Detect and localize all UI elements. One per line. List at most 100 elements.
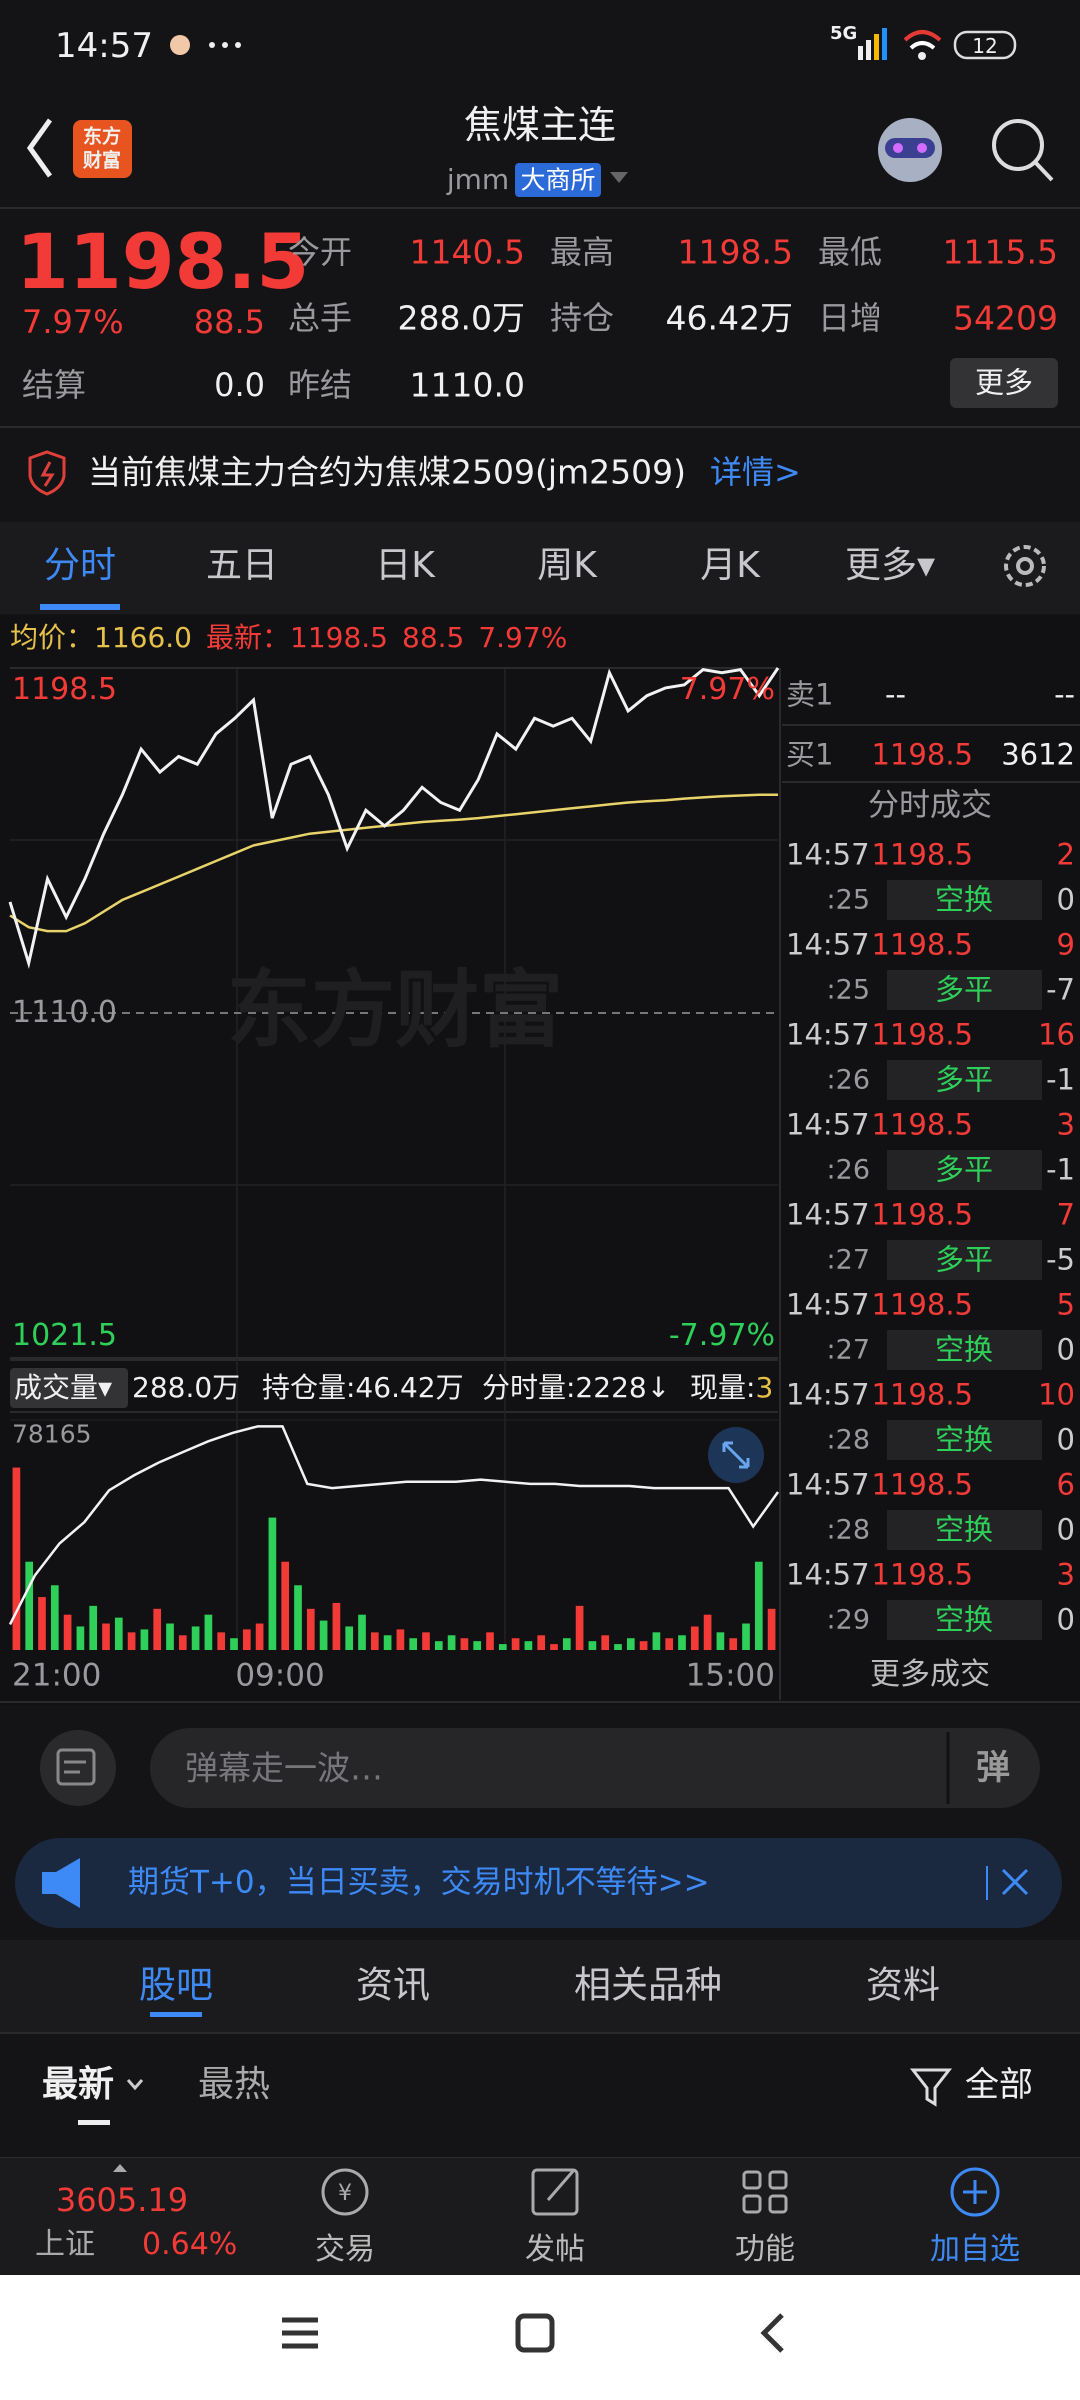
trade-volume: 7 [1056,1197,1075,1232]
ad-close[interactable] [1001,1868,1029,1896]
exchange-dropdown[interactable] [610,172,628,183]
chart-header-text: 1198.5 [290,621,388,654]
volume-bar [601,1635,610,1650]
trade-kind: 空换 [934,1332,994,1367]
feed-tab[interactable]: 最热 [198,2064,271,2105]
filter-icon[interactable] [909,2068,953,2107]
chart-header-text: 88.5 [402,621,465,654]
volume-selector[interactable]: 成交量▾ [14,1371,113,1404]
logo-bg [73,120,132,178]
trade-kind: 多平 [934,1062,994,1097]
trade-price: 1198.5 [871,1287,973,1322]
volume-bar [562,1638,571,1650]
notice-icon [28,450,66,496]
trade-kind-bg [887,1060,1042,1100]
ad-text[interactable]: 期货T+0，当日买卖，交易时机不等待>> [128,1864,710,1901]
volume-bar [447,1635,456,1650]
book-label: 卖1 [786,677,834,712]
volume-bar [12,1467,21,1650]
status-icons [170,28,1017,60]
comment-input[interactable]: 弹幕走一波… [185,1748,383,1788]
volume-bar [332,1602,341,1650]
feed-tab[interactable]: 最新 [42,2064,115,2105]
volume-bar [486,1632,494,1650]
trade-second: :25 [826,974,870,1006]
trade-time: 14:57 [786,1107,870,1142]
volume-bar [434,1641,443,1650]
volume-bar [742,1623,750,1650]
nav-icons: ¥ [321,2167,1000,2217]
volume-bar [409,1638,418,1650]
volume-bar [588,1641,597,1650]
bottom-nav-bg [0,2157,1080,2276]
volume-bar [255,1623,264,1650]
trade-kind-bg [887,970,1042,1010]
trade-time: 14:57 [786,1467,870,1502]
field-value: 1198.5 [677,232,793,272]
more-trades[interactable]: 更多成交 [870,1657,990,1692]
period-tab[interactable]: 日K [375,545,435,586]
tick-volume: 分时量:2228↓ [482,1371,671,1404]
ad-banner-bg[interactable] [15,1838,1062,1928]
volume-bar [114,1617,123,1650]
expand-icon[interactable] [708,1427,764,1483]
section-tab[interactable]: 相关品种 [574,1963,722,2007]
trade-volume: 5 [1056,1287,1075,1322]
exchange-badge[interactable]: 大商所 [520,165,596,195]
system-nav[interactable] [282,2313,784,2353]
trade-oi-change: 0 [1056,1512,1075,1547]
status-battery: 12 [972,34,998,58]
trade-kind: 空换 [934,1512,994,1547]
period-tab[interactable]: 分时 [43,545,117,586]
watermark: 东方财富 [226,961,564,1059]
nav-item[interactable]: 发帖 [525,2232,585,2267]
status-network: 5G [830,23,858,44]
period-tab[interactable]: 五日 [205,545,279,586]
section-tab[interactable]: 资料 [866,1963,940,2007]
book-price: 1198.5 [871,737,973,772]
section-tab[interactable]: 资讯 [356,1963,430,2007]
trade-price: 1198.5 [871,1017,973,1052]
period-tab[interactable]: 更多▾ [844,545,936,586]
period-tab[interactable]: 月K [700,545,760,586]
volume-bar [422,1632,430,1650]
search-icon[interactable] [992,119,1054,182]
volume-bar [678,1635,686,1650]
trade-oi-change: 0 [1056,1422,1075,1457]
trade-oi-change: 0 [1056,1332,1075,1367]
svg-text:¥: ¥ [338,2181,352,2206]
volume-bar [63,1614,72,1650]
more-button-bg[interactable] [950,358,1058,408]
danmaku-button[interactable]: 弹 [976,1748,1010,1788]
volume-bar [537,1635,546,1650]
trade-price: 1198.5 [871,837,973,872]
back-arrow[interactable] [26,118,53,178]
more-button[interactable]: 更多 [974,365,1034,400]
notice-link[interactable]: 详情> [710,453,801,491]
trade-second: :26 [826,1064,870,1096]
index-value[interactable]: 3605.19 [55,2181,189,2219]
settings-icon[interactable] [1004,545,1046,587]
nav-item[interactable]: 加自选 [930,2232,1020,2267]
nav-item[interactable]: 交易 [315,2232,375,2267]
section-tab[interactable]: 股吧 [139,1963,213,2007]
trade-volume: 2 [1056,837,1075,872]
robot-icon[interactable] [878,118,942,182]
comment-input-bg[interactable] [150,1728,1040,1808]
comment-icon[interactable] [40,1730,116,1806]
volume-bar [230,1638,238,1650]
field-label: 最低 [818,233,883,271]
x-tick-label: 21:00 [12,1657,102,1694]
volume-bar [498,1644,507,1650]
filter-button[interactable]: 全部 [965,2065,1033,2105]
trade-kind: 空换 [934,1422,994,1457]
volume-label-bg[interactable] [10,1368,128,1408]
y-tick-label: 1021.5 [12,1318,117,1353]
period-tab[interactable]: 周K [537,545,597,586]
volume-bar [550,1644,558,1650]
field-label: 持仓 [550,299,615,337]
nav-item[interactable]: 功能 [735,2232,795,2267]
tab-bar-bg [0,522,1080,614]
trade-volume: 6 [1056,1467,1075,1502]
